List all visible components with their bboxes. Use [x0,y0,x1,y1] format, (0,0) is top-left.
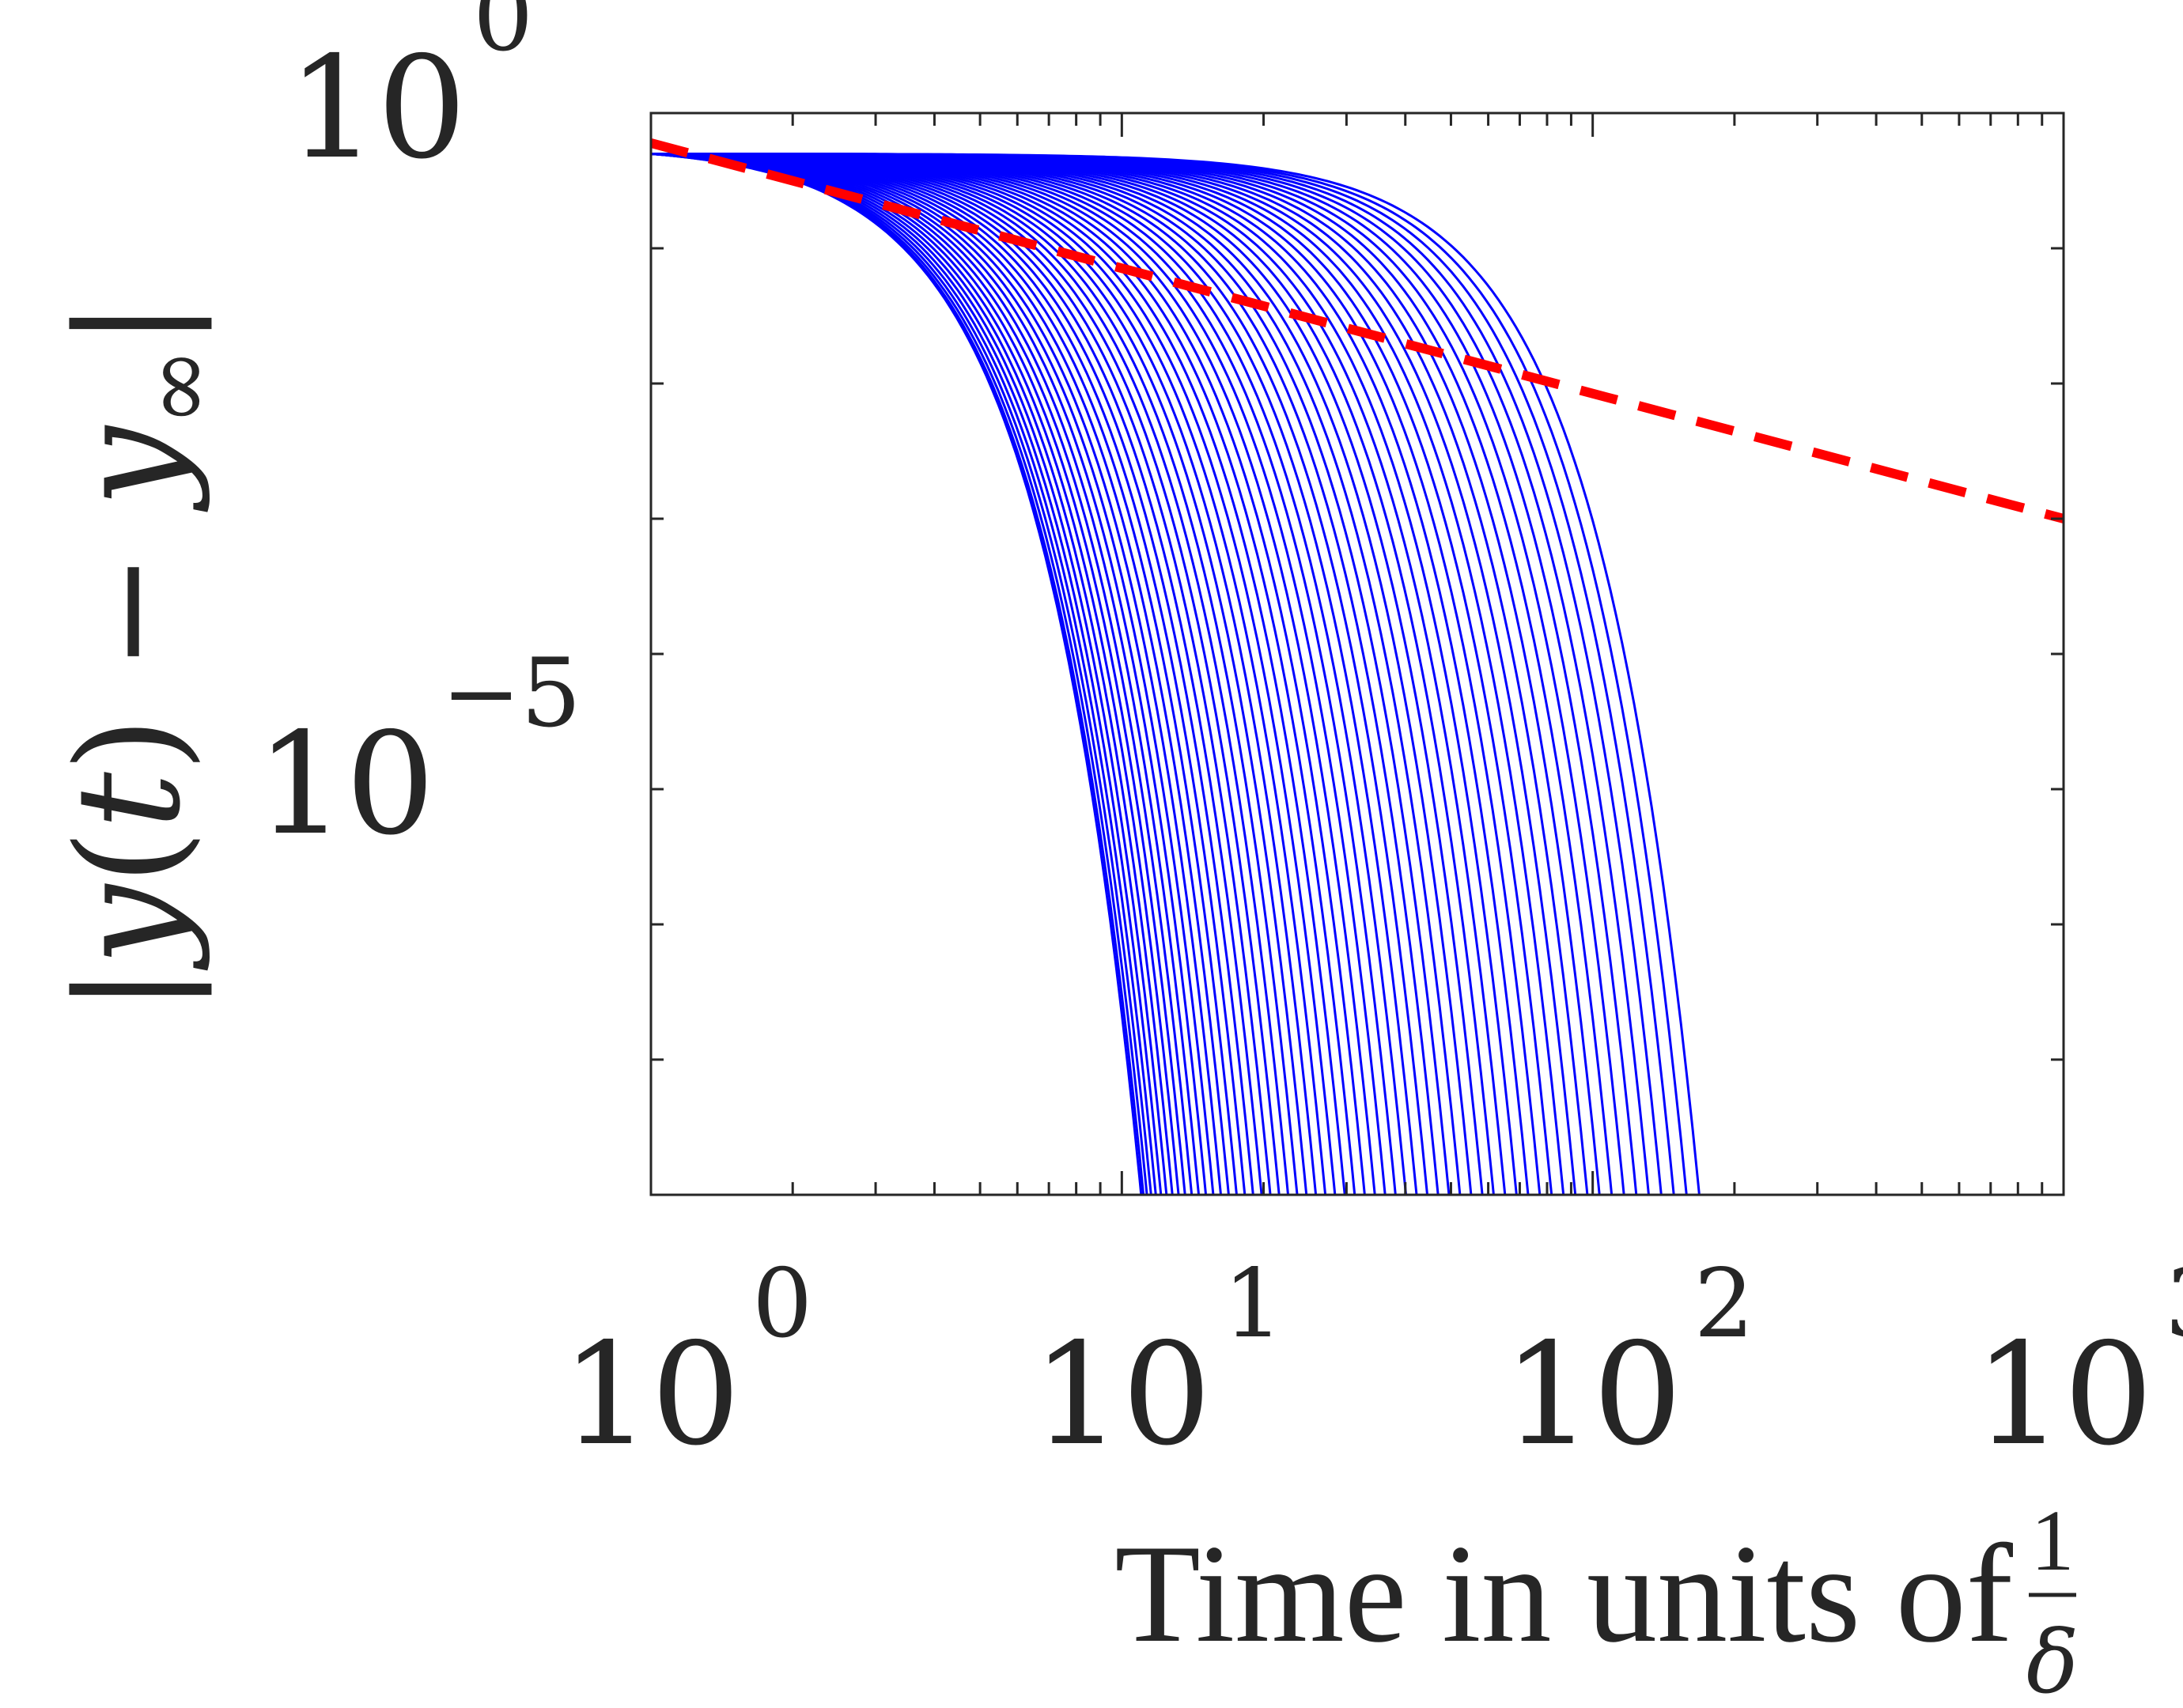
y-label-infinity: ∞ [123,347,233,426]
x-tick-labels: 100101102103 [562,1249,2183,1476]
x-tick-label-exp-0: 0 [752,1249,812,1359]
y-tick-label-1: 10 [256,702,436,866]
y-tick-label-0: 10 [288,26,467,190]
bound-line [651,138,2064,523]
svg-text:|y(t) − y∞|: |y(t) − y∞| [47,300,233,1014]
y-label-paren-open: ( [47,829,212,885]
y-label-y2: y [47,425,212,512]
x-tick-label-3: 10 [1974,1313,2154,1476]
y-label-t: t [47,772,212,829]
x-tick-label-exp-3: 3 [2165,1249,2183,1359]
y-label-minus: − [47,507,212,716]
x-axis-label-fraction-numerator: 1 [2031,1492,2075,1589]
x-axis-label-text: Time in units of [1114,1515,2014,1672]
x-axis-label-fraction-denominator: δ [2026,1612,2079,1708]
decay-curve [651,153,1701,1195]
x-tick-label-2: 10 [1503,1313,1682,1476]
y-label-bar-left: | [47,965,212,1014]
y-axis-label: |y(t) − y∞| [47,300,233,1014]
tick-marks [649,111,2064,1196]
y-label-paren-close: ) [47,716,212,772]
x-tick-label-0: 10 [562,1313,741,1476]
x-tick-label-1: 10 [1032,1313,1212,1476]
bound-group [651,138,2064,523]
y-label-bar-right: | [47,300,212,348]
y-label-y: y [47,883,212,971]
x-tick-label-exp-2: 2 [1694,1249,1754,1359]
y-tick-label-exp-0: 0 [473,0,533,73]
y-tick-label-exp-1: −5 [441,639,581,749]
x-axis-label: Time in units of 1 δ [1114,1492,2079,1708]
x-tick-label-exp-1: 1 [1223,1249,1283,1359]
